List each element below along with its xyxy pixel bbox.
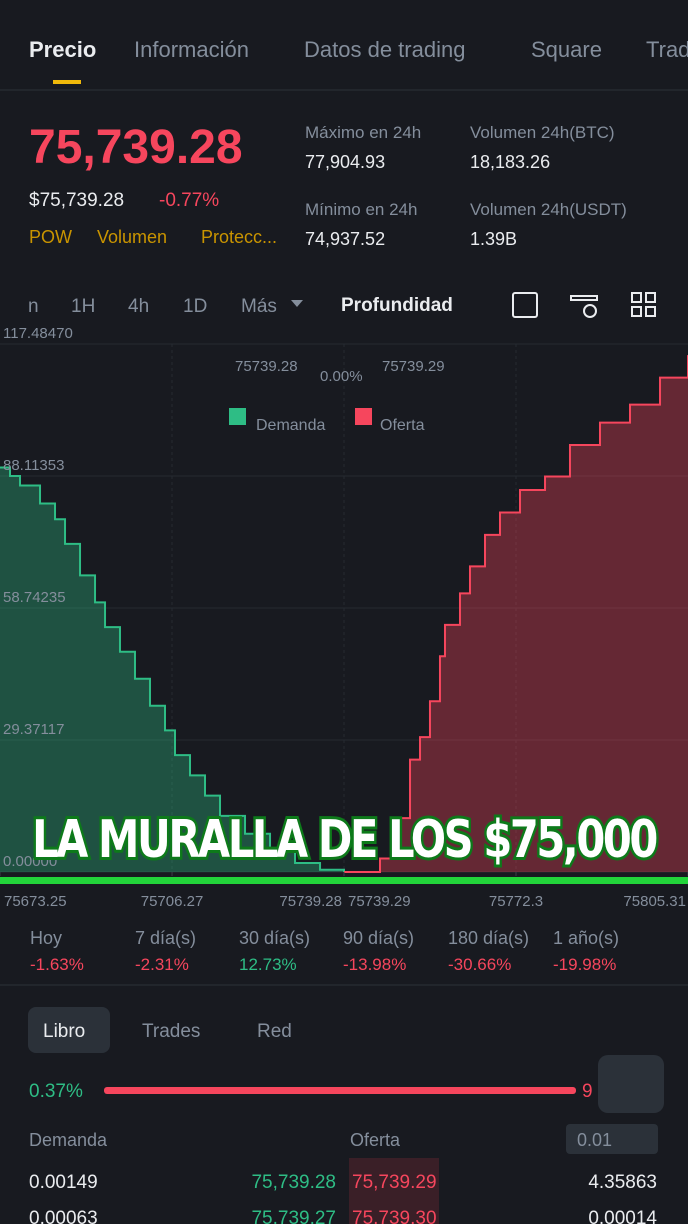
perf-label: 1 año(s): [553, 928, 619, 948]
legend-label: Oferta: [380, 417, 425, 434]
stat-label: Volumen 24h(BTC): [470, 123, 615, 142]
depth-area: [344, 355, 688, 872]
tag[interactable]: POW: [29, 227, 72, 247]
stat-value: 1.39B: [470, 229, 517, 249]
overlay-title: LA MURALLA DE LOS $75,000: [32, 810, 657, 871]
tab-bg: [28, 1007, 110, 1053]
stat-value: 74,937.52: [305, 229, 385, 249]
book-header: Oferta: [350, 1130, 401, 1150]
depth-line: [344, 355, 688, 873]
last-price: 75,739.28: [29, 121, 243, 174]
dropdown-icon: [291, 300, 303, 307]
interval[interactable]: 1H: [71, 296, 95, 317]
depth-chart: 75673.25 75706.27 75739.28 75739.29 75772.3 7…: [0, 325, 688, 910]
toolbar-icons[interactable]: [512, 292, 656, 318]
perf-label: 30 día(s): [239, 928, 310, 948]
tab[interactable]: Square: [531, 37, 602, 62]
stat-label: Máximo en 24h: [305, 123, 421, 142]
ask-price: 75739.29: [382, 358, 445, 375]
x-tick-label: 75739.28: [279, 893, 342, 910]
x-tick-label: 75739.29: [348, 893, 411, 910]
perf-value: 12.73%: [239, 955, 297, 974]
book-header[interactable]: 0.01: [577, 1130, 612, 1150]
legend-swatch: [229, 408, 246, 425]
book-tab[interactable]: Trades: [142, 1021, 200, 1042]
ratio-bar: [104, 1087, 576, 1094]
perf-value: -30.66%: [448, 955, 511, 974]
y-tick-label: 58.74235: [3, 589, 66, 606]
ask-highlight: [349, 1158, 439, 1224]
overlay-line: [0, 877, 688, 884]
assistant-button[interactable]: [598, 1055, 664, 1113]
change: -0.77%: [159, 190, 219, 211]
x-tick-label: 75772.3: [489, 893, 543, 910]
interval[interactable]: 1D: [183, 296, 207, 317]
stat-value: 18,183.26: [470, 152, 550, 172]
usd-price: $75,739.28: [29, 190, 124, 211]
interval[interactable]: 4h: [128, 296, 149, 317]
interval[interactable]: Profundidad: [341, 295, 453, 316]
perf-value: -2.31%: [135, 955, 189, 974]
book-cell: 0.00149: [29, 1172, 98, 1193]
tab[interactable]: Trad: [646, 37, 688, 62]
x-tick-label: 75805.31: [623, 893, 686, 910]
precision-select[interactable]: [566, 1124, 658, 1154]
bid-price: 75739.28: [235, 358, 298, 375]
spread: 0.00%: [320, 368, 363, 385]
tab[interactable]: Datos de trading: [304, 37, 465, 62]
perf-label: 7 día(s): [135, 928, 196, 948]
tab[interactable]: Información: [134, 37, 249, 62]
y-tick-label: 29.37117: [3, 721, 64, 738]
perf-label: Hoy: [30, 928, 62, 948]
legend-swatch: [355, 408, 372, 425]
book-header: Demanda: [29, 1130, 108, 1150]
y-tick-label: 0.00000: [3, 853, 57, 870]
tag[interactable]: Volumen: [97, 227, 167, 247]
stat-value: 77,904.93: [305, 152, 385, 172]
perf-label: 180 día(s): [448, 928, 529, 948]
y-tick-label: 88.11353: [3, 457, 64, 474]
ratio: 0.37%: [29, 1081, 83, 1102]
stat-label: Volumen 24h(USDT): [470, 200, 627, 219]
book-cell: 75,739.30: [352, 1208, 437, 1224]
depth-line: [0, 466, 345, 872]
book-tab[interactable]: Libro: [43, 1021, 85, 1042]
ratio: 9: [582, 1081, 593, 1102]
depth-area: [0, 467, 344, 872]
y-tick-label: 117.48470: [3, 325, 73, 342]
interval[interactable]: Más: [241, 296, 277, 317]
perf-value: -19.98%: [553, 955, 616, 974]
tag[interactable]: Protecc...: [201, 227, 277, 247]
tab[interactable]: Precio: [29, 37, 96, 62]
perf-label: 90 día(s): [343, 928, 414, 948]
book-cell: 4.35863: [588, 1172, 657, 1193]
book-cell: 75,739.29: [352, 1172, 437, 1193]
x-tick-label: 75706.27: [141, 893, 204, 910]
book-cell: 0.00014: [588, 1208, 657, 1224]
legend-label: Demanda: [256, 417, 325, 434]
performance: Hoy -1.63% 7 día(s) -2.31% 30 día(s) 12.73% 90…: [30, 928, 619, 974]
book-cell: 75,739.27: [251, 1208, 336, 1224]
tab-indicator: [53, 80, 81, 84]
book-tab[interactable]: Red: [257, 1021, 292, 1042]
stat-label: Mínimo en 24h: [305, 200, 417, 219]
book-cell: 75,739.28: [251, 1172, 336, 1193]
book-cell: 0.00063: [29, 1208, 98, 1224]
x-tick-label: 75673.25: [4, 893, 67, 910]
perf-value: -13.98%: [343, 955, 406, 974]
interval[interactable]: n: [28, 296, 39, 317]
perf-value: -1.63%: [30, 955, 84, 974]
